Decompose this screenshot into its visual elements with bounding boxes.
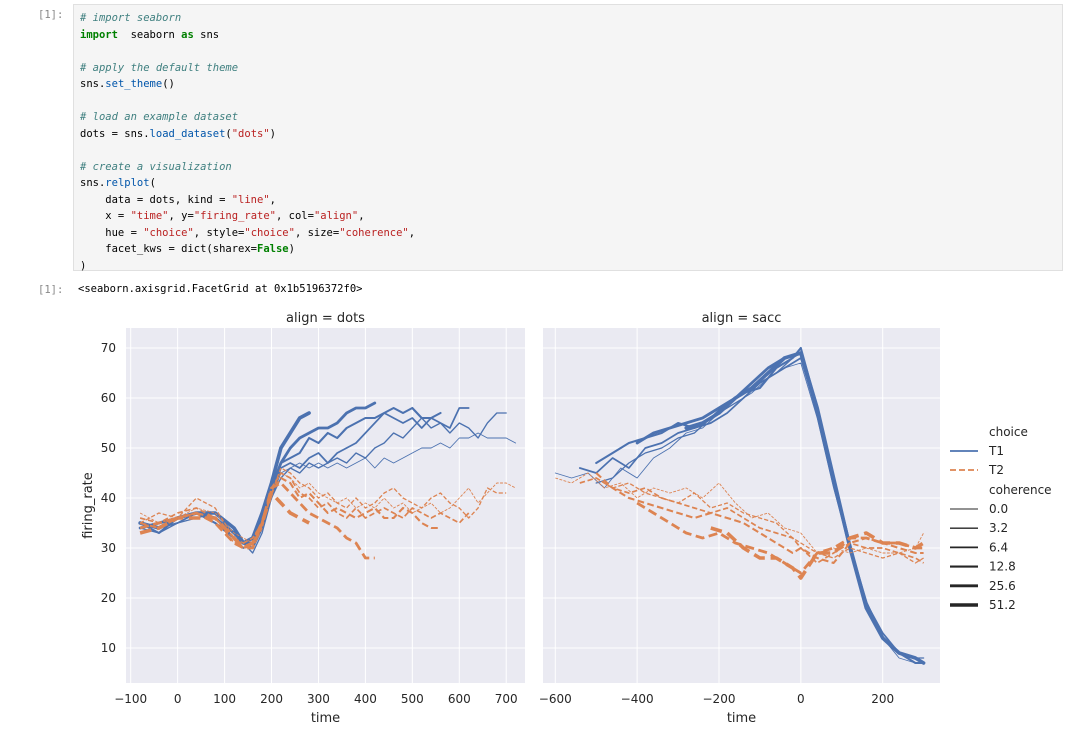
code-line: ) (80, 259, 87, 272)
series-T2-3.2 (595, 477, 924, 564)
series-T2-25.6 (636, 501, 924, 575)
series-T2-51.2 (710, 526, 925, 580)
output-repr: <seaborn.axisgrid.FacetGrid at 0x1b51963… (78, 283, 363, 295)
x-tick-label: 300 (307, 692, 330, 706)
legend-label-T1: T1 (988, 444, 1004, 458)
x-tick-label: 100 (213, 692, 236, 706)
legend-label-3.2: 3.2 (989, 521, 1008, 535)
code-line: # create a visualization (80, 160, 232, 173)
legend-label-0.0: 0.0 (989, 502, 1008, 516)
series-T2-51.2 (139, 491, 310, 550)
legend-label-25.6: 25.6 (989, 579, 1016, 593)
x-tick-label: 600 (448, 692, 471, 706)
code-line: # apply the default theme (80, 61, 239, 74)
y-tick-label: 10 (101, 641, 116, 655)
x-tick-label: 400 (354, 692, 377, 706)
y-tick-label: 70 (101, 341, 116, 355)
x-tick-label: 200 (871, 692, 894, 706)
series-T2-0.0 (555, 472, 924, 554)
facet-dots: −100 0 100 200 300 400 500 600 700 10 20 30 40 50 60 70… (101, 311, 525, 726)
input-prompt: [1]: (38, 9, 64, 21)
x-tick-label: 700 (495, 692, 518, 706)
code-line: data = dots, kind = "line", (80, 193, 276, 206)
x-tick-label: 500 (401, 692, 424, 706)
x-tick-label: 0 (174, 692, 182, 706)
code-line: dots = sns.load_dataset("dots") (80, 127, 276, 140)
y-tick-label: 20 (101, 591, 116, 605)
output-prompt: [1]: (38, 284, 64, 296)
y-tick-label: 40 (101, 491, 116, 505)
code-line: x = "time", y="firing_rate", col="align"… (80, 210, 365, 222)
x-tick-label: −200 (703, 692, 736, 706)
series-T2-6.4 (579, 477, 925, 564)
legend-label-12.8: 12.8 (989, 560, 1016, 574)
panel-background (126, 328, 525, 683)
x-tick-label: 200 (260, 692, 283, 706)
facet-title: align = dots (286, 311, 365, 326)
series-T1-51.2 (684, 351, 926, 665)
facet-title: align = sacc (702, 311, 782, 326)
legend-title-choice: choice (989, 425, 1028, 439)
code-line: sns.relplot( (80, 177, 156, 189)
series-T2-3.2 (139, 467, 507, 549)
legend-label-51.2: 51.2 (989, 598, 1016, 612)
code-line: facet_kws = dict(sharex=False) (80, 243, 295, 255)
code-cell[interactable]: # import seaborn import seaborn as sns # a… (73, 4, 1063, 274)
legend-title-coherence: coherence (989, 483, 1052, 497)
y-tick-label: 50 (101, 441, 116, 455)
x-tick-label: −400 (621, 692, 654, 706)
facet-sacc: −600 −400 −200 0 200 align = sacc time (539, 311, 940, 726)
series-T2-6.4 (139, 472, 470, 544)
x-axis-label: time (311, 711, 340, 726)
y-tick-label: 30 (101, 541, 116, 555)
code-line: hue = "choice", style="choice", size="co… (80, 226, 416, 239)
y-axis-label: firing_rate (81, 472, 96, 539)
code-line: # load an example dataset (80, 111, 239, 123)
y-tick-label: 60 (101, 391, 116, 405)
code-editor[interactable]: # import seaborn import seaborn as sns # a… (80, 10, 415, 274)
x-axis-label: time (727, 711, 756, 726)
legend-label-6.4: 6.4 (989, 540, 1008, 554)
x-tick-label: 0 (797, 692, 805, 706)
code-line: import seaborn as sns (80, 28, 220, 41)
legend-label-T2: T2 (988, 463, 1004, 477)
code-line: sns.set_theme() (80, 78, 175, 90)
code-line: # import seaborn (80, 12, 182, 24)
legend: choice T1 T2 coherence 0.0 3.2 6.4 12.8 25.6 51.2 (950, 425, 1052, 612)
x-tick-label: −600 (539, 692, 572, 706)
x-tick-label: −100 (114, 692, 147, 706)
